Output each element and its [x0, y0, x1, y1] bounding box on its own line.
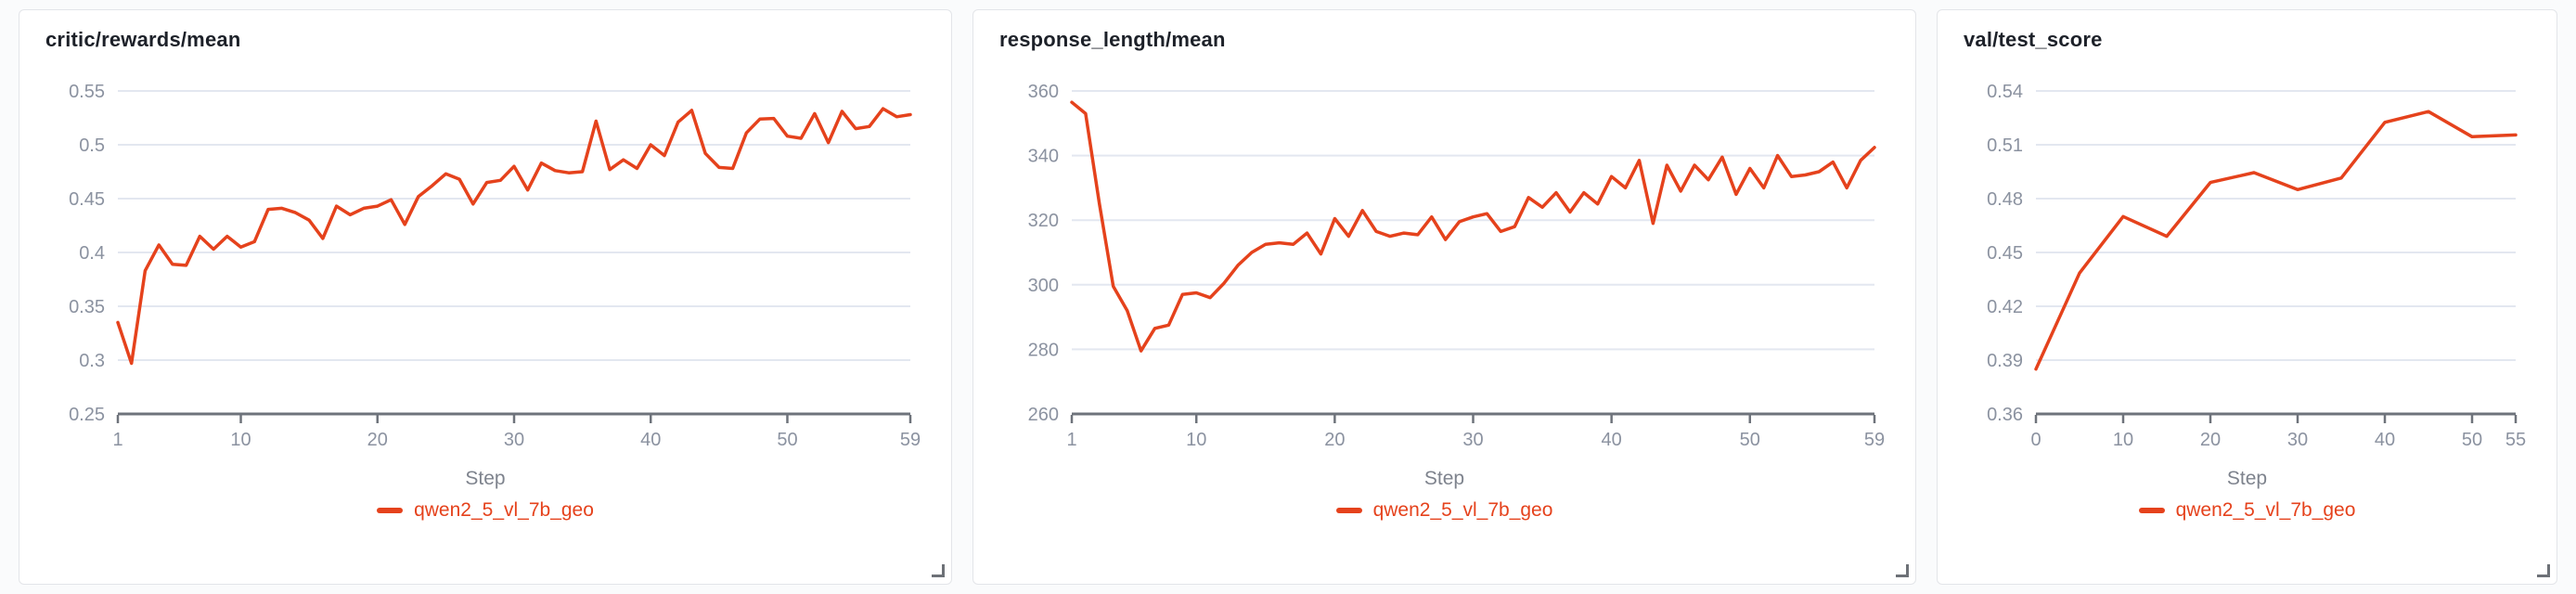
- y-tick-label: 0.4: [79, 243, 105, 264]
- legend-line-icon: [1335, 508, 1362, 513]
- y-tick-label: 340: [1028, 147, 1059, 167]
- x-tick-label: 30: [504, 430, 524, 450]
- panel-val-test-score: val/test_score 0.36 0.39 0.42 0.45 0.48 0.51 0…: [1937, 9, 2557, 585]
- x-tick-label: 1: [112, 430, 122, 450]
- legend-item[interactable]: qwen2_5_vl_7b_geo: [44, 499, 927, 522]
- chart-svg: 0.36 0.39 0.42 0.45 0.48 0.51 0.54 0 10 20 30 40 50 5…: [1987, 82, 2526, 450]
- panel-title: val/test_score: [1964, 28, 2103, 51]
- resize-handle-icon[interactable]: [1896, 564, 1909, 577]
- panel-title: response_length/mean: [999, 28, 1226, 51]
- y-tick-label: 260: [1028, 405, 1059, 425]
- y-tick-label: 0.51: [1987, 136, 2023, 156]
- series-line[interactable]: [2034, 110, 2518, 371]
- legend-item[interactable]: qwen2_5_vl_7b_geo: [1962, 499, 2532, 522]
- legend-run-label: qwen2_5_vl_7b_geo: [2175, 499, 2356, 521]
- x-tick-label: 30: [1462, 430, 1483, 450]
- y-tick-label: 0.36: [1987, 405, 2023, 425]
- x-axis-title: Step: [2226, 468, 2268, 489]
- series-line[interactable]: [116, 107, 912, 366]
- x-tick-label: 0: [2030, 430, 2041, 450]
- panel-title: critic/rewards/mean: [45, 28, 241, 51]
- x-tick-label: 50: [1740, 430, 1760, 450]
- chart-plot-area[interactable]: 0.36 0.39 0.42 0.45 0.48 0.51 0.54 0 10 20 30 40 50 5…: [1962, 60, 2532, 455]
- chart-svg: 0.25 0.3 0.35 0.4 0.45 0.5 0.55 1 10 20 30 40 50 59: [69, 82, 921, 450]
- x-tick-label: 10: [230, 430, 251, 450]
- y-tick-label: 0.25: [69, 405, 105, 425]
- y-tick-label: 0.54: [1987, 82, 2023, 102]
- x-tick-label: 20: [2200, 430, 2221, 450]
- x-tick-label: 50: [2462, 430, 2482, 450]
- legend-line-icon: [377, 508, 404, 513]
- x-tick-label: 40: [2375, 430, 2395, 450]
- y-tick-label: 0.3: [79, 351, 105, 371]
- y-tick-label: 320: [1028, 211, 1059, 231]
- y-tick-label: 0.35: [69, 297, 105, 317]
- x-tick-label: 20: [1324, 430, 1345, 450]
- x-tick-label: 20: [367, 430, 388, 450]
- y-tick-label: 0.45: [69, 189, 105, 210]
- x-tick-label: 1: [1066, 430, 1076, 450]
- legend-item[interactable]: qwen2_5_vl_7b_geo: [998, 499, 1891, 522]
- x-tick-label: 59: [1864, 430, 1885, 450]
- panel-response-length-mean: response_length/mean 260 280 300 320 340 360 1…: [972, 9, 1916, 585]
- resize-handle-icon[interactable]: [2537, 564, 2550, 577]
- y-tick-label: 0.48: [1987, 189, 2023, 210]
- legend-run-label: qwen2_5_vl_7b_geo: [1372, 499, 1553, 521]
- y-tick-label: 0.5: [79, 136, 105, 156]
- panel-critic-rewards-mean: critic/rewards/mean 0.25 0.3 0.35 0.4 0.45 0.…: [19, 9, 952, 585]
- x-tick-label: 10: [2113, 430, 2133, 450]
- y-tick-label: 360: [1028, 82, 1059, 102]
- resize-handle-icon[interactable]: [932, 564, 945, 577]
- x-tick-label: 10: [1186, 430, 1206, 450]
- y-tick-label: 0.55: [69, 82, 105, 102]
- x-tick-label: 40: [1602, 430, 1622, 450]
- x-tick-label: 40: [640, 430, 661, 450]
- chart-svg: 260 280 300 320 340 360 1 10 20 30 40 50 59: [1028, 82, 1886, 450]
- x-tick-label: 30: [2287, 430, 2308, 450]
- y-tick-label: 300: [1028, 276, 1059, 296]
- x-tick-label: 55: [2505, 430, 2526, 450]
- x-tick-label: 50: [777, 430, 797, 450]
- series-line[interactable]: [1070, 100, 1876, 353]
- x-axis-title: Step: [465, 468, 506, 489]
- x-tick-label: 59: [900, 430, 921, 450]
- chart-plot-area[interactable]: 0.25 0.3 0.35 0.4 0.45 0.5 0.55 1 10 20 30 40 50 59: [44, 60, 927, 455]
- y-tick-label: 0.45: [1987, 243, 2023, 264]
- legend-run-label: qwen2_5_vl_7b_geo: [414, 499, 594, 521]
- y-tick-label: 0.39: [1987, 351, 2023, 371]
- legend-line-icon: [2138, 508, 2165, 513]
- y-tick-label: 280: [1028, 340, 1059, 360]
- y-tick-label: 0.42: [1987, 297, 2023, 317]
- x-axis-title: Step: [1423, 468, 1465, 489]
- chart-plot-area[interactable]: 260 280 300 320 340 360 1 10 20 30 40 50 59: [998, 60, 1891, 455]
